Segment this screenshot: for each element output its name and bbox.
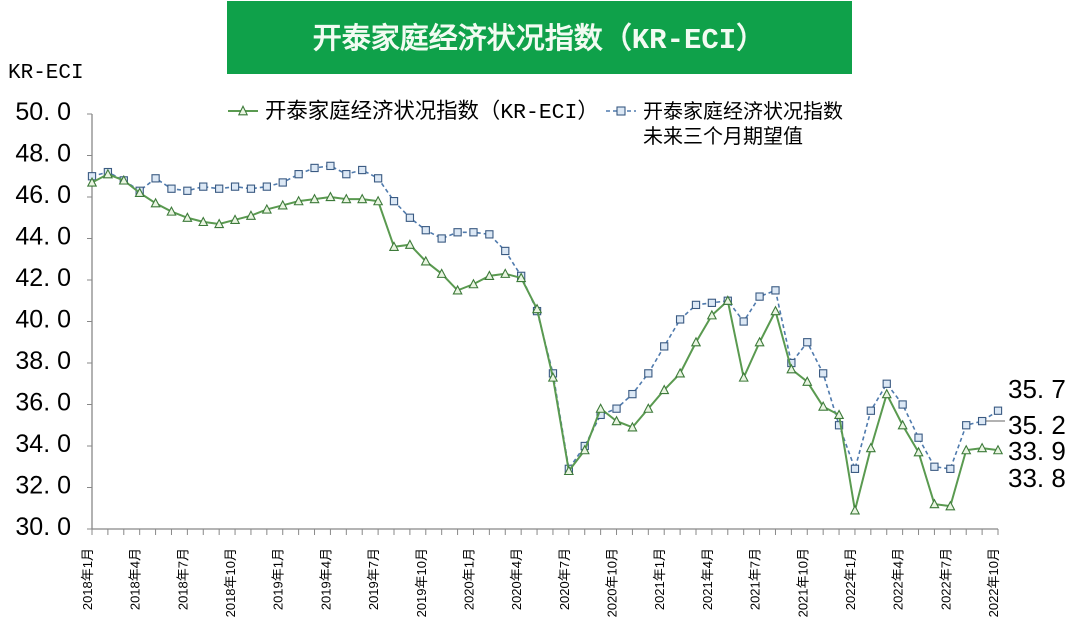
svg-text:40. 0: 40. 0 [15,306,71,334]
svg-text:2018年10月: 2018年10月 [223,548,238,617]
svg-text:32. 0: 32. 0 [15,472,71,500]
svg-text:46. 0: 46. 0 [15,181,71,209]
svg-text:42. 0: 42. 0 [15,264,71,292]
svg-text:50. 0: 50. 0 [15,98,71,126]
svg-text:36. 0: 36. 0 [15,389,71,417]
svg-text:44. 0: 44. 0 [15,223,71,251]
svg-text:30. 0: 30. 0 [15,513,71,541]
svg-text:开泰家庭经济状况指数（KR-ECI）: 开泰家庭经济状况指数（KR-ECI） [313,21,765,57]
svg-text:2018年1月: 2018年1月 [80,548,95,610]
svg-text:2020年1月: 2020年1月 [461,548,476,610]
svg-text:2022年1月: 2022年1月 [843,548,858,610]
svg-text:2021年7月: 2021年7月 [748,548,763,610]
svg-text:2018年4月: 2018年4月 [128,548,143,610]
svg-text:2019年4月: 2019年4月 [318,548,333,610]
svg-text:2020年4月: 2020年4月 [509,548,524,610]
svg-text:未来三个月期望值: 未来三个月期望值 [643,125,803,148]
svg-text:33. 9: 33. 9 [1008,436,1066,466]
svg-text:34. 0: 34. 0 [15,430,71,458]
svg-text:2021年1月: 2021年1月 [652,548,667,610]
svg-text:35. 7: 35. 7 [1008,374,1066,404]
svg-text:2022年4月: 2022年4月 [891,548,906,610]
svg-text:2019年7月: 2019年7月 [366,548,381,610]
svg-text:2020年10月: 2020年10月 [605,548,620,617]
svg-text:2021年4月: 2021年4月 [700,548,715,610]
svg-text:2018年7月: 2018年7月 [175,548,190,610]
svg-text:2022年7月: 2022年7月 [938,548,953,610]
svg-text:KR-ECI: KR-ECI [8,62,84,85]
svg-text:48. 0: 48. 0 [15,140,71,168]
svg-text:2021年10月: 2021年10月 [795,548,810,617]
svg-text:2020年7月: 2020年7月 [557,548,572,610]
svg-text:2022年10月: 2022年10月 [986,548,1001,617]
svg-text:2019年1月: 2019年1月 [271,548,286,610]
svg-text:33. 8: 33. 8 [1008,463,1066,493]
svg-text:开泰家庭经济状况指数（KR-ECI）: 开泰家庭经济状况指数（KR-ECI） [265,99,599,125]
svg-text:2019年10月: 2019年10月 [414,548,429,617]
svg-text:开泰家庭经济状况指数: 开泰家庭经济状况指数 [643,100,843,123]
svg-text:38. 0: 38. 0 [15,347,71,375]
